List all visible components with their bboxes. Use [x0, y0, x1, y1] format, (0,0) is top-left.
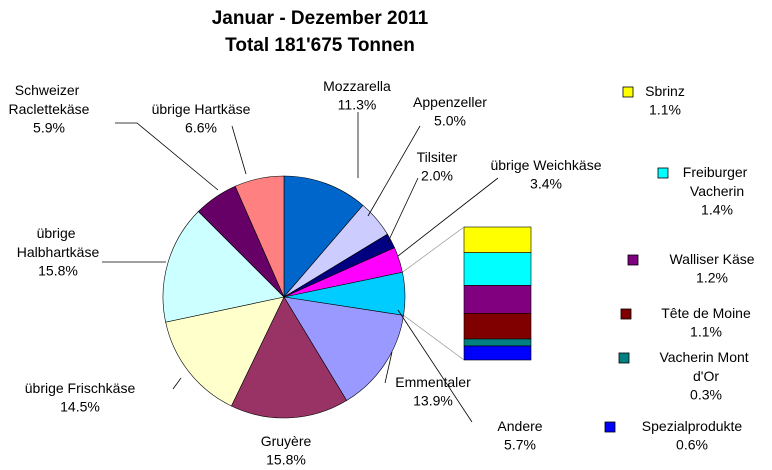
slice-value: 14.5%: [60, 399, 100, 415]
slice-label: Gruyère: [261, 433, 312, 449]
leader-line: [397, 177, 499, 257]
slice-value: 15.8%: [266, 452, 306, 468]
chart-subtitle: Total 181'675 Tonnen: [225, 35, 415, 56]
slice-label: übrige Frischkäse: [25, 380, 136, 396]
slice-value: 5.7%: [504, 437, 536, 453]
slice-label: übrige Hartkäse: [152, 101, 251, 117]
slice-label: Appenzeller: [413, 94, 487, 110]
slice-label: Andere: [497, 418, 542, 434]
legend-label: Freiburger Vacherin: [683, 164, 751, 199]
slice-value: 13.9%: [413, 393, 453, 409]
pie-slice: [283, 296, 404, 401]
legend-swatch: [620, 308, 632, 320]
pie-slice: [283, 175, 364, 298]
breakdown-segment: [463, 313, 532, 340]
leader-line: [384, 351, 393, 384]
chart-title: Januar - Dezember 2011: [212, 8, 429, 29]
legend-label: Sbrinz: [645, 83, 685, 99]
connector-line: [403, 315, 465, 361]
leader-line: [387, 177, 419, 243]
slice-value: 2.0%: [421, 168, 453, 184]
pie-slice: [234, 175, 285, 298]
legend-value: 1.2%: [696, 270, 728, 286]
legend-label: Spezialprodukte: [642, 418, 743, 434]
legend-label: Vacherin Mont d'Or: [659, 349, 752, 384]
legend-swatch: [657, 167, 669, 179]
leader-line: [231, 125, 247, 175]
legend-value: 0.6%: [676, 437, 708, 453]
pie-slice: [165, 296, 285, 407]
slice-label: Mozzarella: [323, 78, 391, 94]
leader-line: [172, 377, 182, 390]
slice-label: übrige Weichkäse: [490, 157, 601, 173]
connector-line: [402, 226, 465, 273]
slice-label: Schweizer Raclettekäse: [9, 82, 90, 117]
leader-line: [115, 122, 219, 191]
slice-value: 5.0%: [434, 113, 466, 129]
legend-label: Tête de Moine: [661, 305, 751, 321]
slice-value: 5.9%: [33, 120, 65, 136]
slice-value: 3.4%: [530, 176, 562, 192]
pie-slice: [231, 296, 348, 419]
legend-value: 0.3%: [690, 387, 722, 403]
legend-value: 1.1%: [649, 102, 681, 118]
legend-value: 1.1%: [690, 324, 722, 340]
slice-label: Tilsiter: [417, 149, 458, 165]
slice-value: 15.8%: [38, 263, 78, 279]
breakdown-segment: [463, 285, 532, 314]
pie-slice: [162, 211, 285, 323]
legend-label: Walliser Käse: [669, 251, 754, 267]
legend-swatch: [627, 254, 639, 266]
legend-swatch: [604, 421, 616, 433]
slice-label: übrige Halbhartkäse: [17, 225, 100, 260]
legend-value: 1.4%: [701, 202, 733, 218]
breakdown-segment: [463, 345, 532, 361]
legend-swatch: [622, 86, 634, 98]
slice-label: Emmentaler: [395, 374, 471, 390]
legend-swatch: [618, 352, 630, 364]
leader-line: [397, 309, 473, 423]
breakdown-segment: [463, 252, 532, 286]
leader-line: [367, 125, 421, 217]
slice-value: 11.3%: [338, 97, 377, 113]
breakdown-segment: [463, 338, 532, 347]
breakdown-segment: [463, 226, 532, 253]
slice-value: 6.6%: [185, 120, 217, 136]
